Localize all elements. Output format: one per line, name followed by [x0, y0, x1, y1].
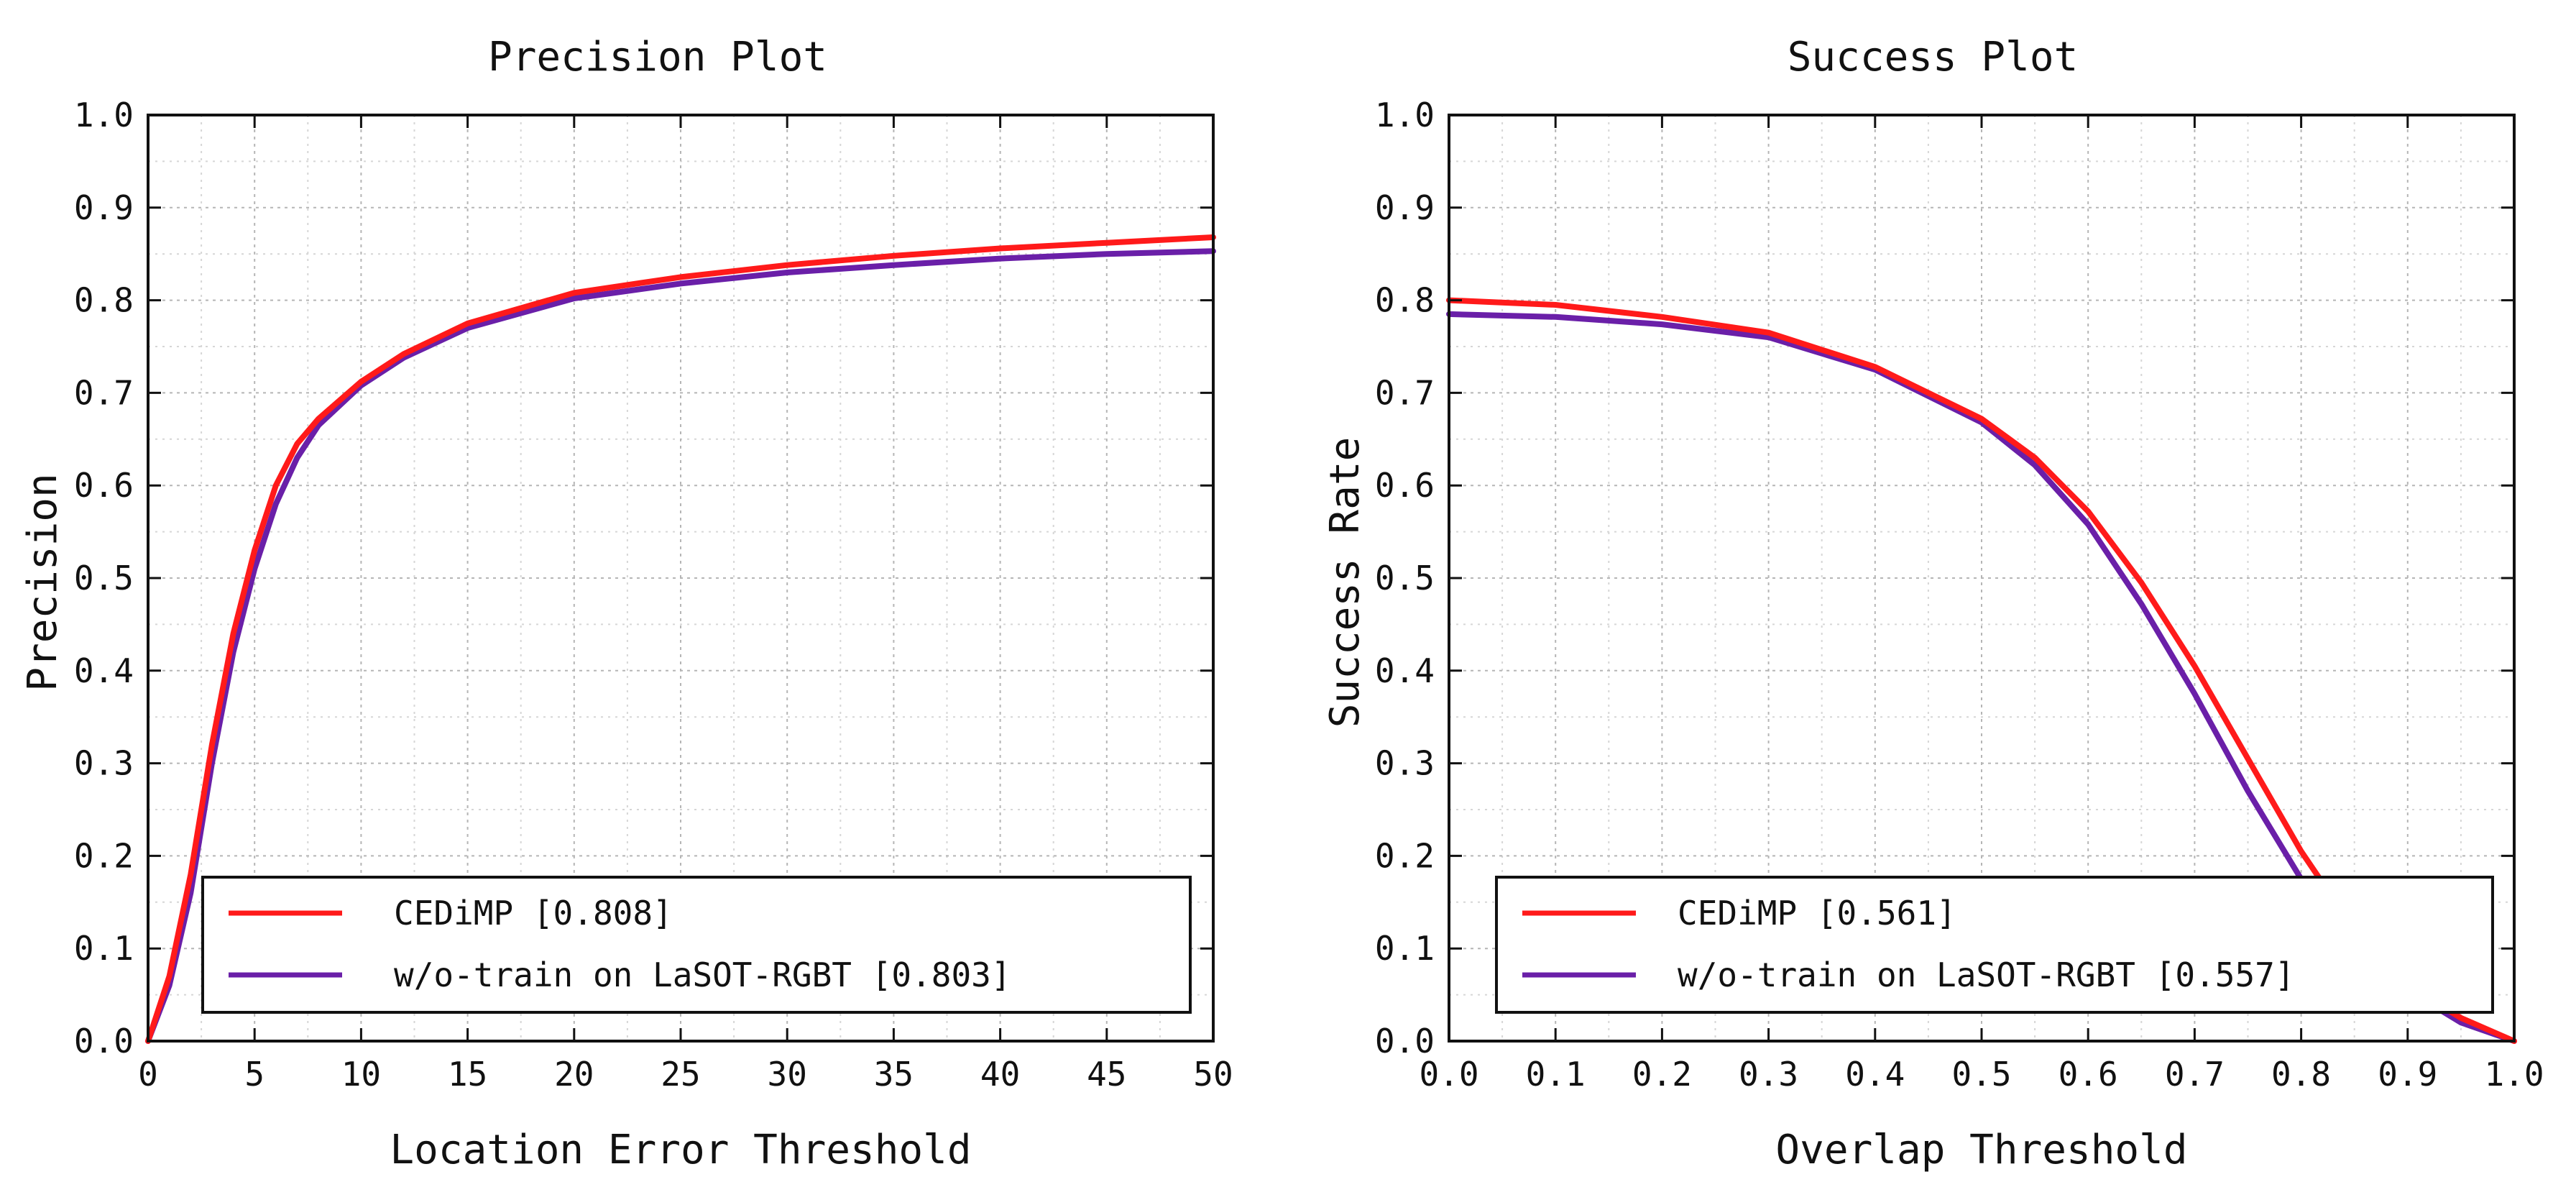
success-y-tick-label: 0.9 [1375, 188, 1435, 227]
precision-x-tick-label: 0 [138, 1055, 158, 1094]
success-plot-panel: Success Plot 0.0 0.1 0.2 0.3 0.4 0.5 0.6 0.7 0.8… [1322, 34, 2544, 1173]
precision-plot-title: Precision Plot [488, 34, 827, 81]
precision-x-tick-label: 50 [1193, 1055, 1233, 1094]
precision-x-tick-label: 40 [980, 1055, 1020, 1094]
success-legend-label-wo-train: w/o-train on LaSOT-RGBT [0.557] [1678, 956, 2295, 994]
success-y-tick-label: 0.6 [1375, 466, 1435, 505]
precision-x-tick-label: 5 [244, 1055, 264, 1094]
precision-y-tick-label: 0.5 [74, 559, 134, 597]
success-y-tick-label: 0.1 [1375, 929, 1435, 968]
success-y-tick-label: 1.0 [1375, 96, 1435, 134]
precision-x-tick-label: 35 [874, 1055, 914, 1094]
precision-x-tick-label: 15 [448, 1055, 487, 1094]
precision-x-tick-label: 30 [768, 1055, 807, 1094]
precision-y-tick-label: 0.9 [74, 188, 134, 227]
success-x-tick-label: 0.9 [2378, 1055, 2437, 1094]
success-x-tick-label: 0.0 [1419, 1055, 1478, 1094]
precision-legend-label-cedimp: CEDiMP [0.808] [394, 894, 673, 933]
success-y-tick-label: 0.2 [1375, 836, 1435, 875]
precision-y-tick-label: 0.7 [74, 373, 134, 412]
precision-x-tick-label: 20 [554, 1055, 594, 1094]
success-x-axis-label: Overlap Threshold [1775, 1127, 2187, 1173]
success-x-tick-label: 0.6 [2058, 1055, 2118, 1094]
precision-y-tick-label: 1.0 [74, 96, 134, 134]
precision-series-line-0 [145, 234, 1216, 1044]
precision-ticks: 0 5 10 15 20 25 30 35 40 45 50 0.0 0.1 0.2 0.3 0.4 0.5 0.… [74, 96, 1233, 1094]
precision-y-axis-label: Precision [19, 473, 66, 691]
precision-legend: CEDiMP [0.808] w/o-train on LaSOT-RGBT [… [201, 876, 1192, 1014]
precision-y-tick-label: 0.2 [74, 836, 134, 875]
precision-y-tick-label: 0.8 [74, 281, 134, 320]
success-x-tick-label: 0.7 [2165, 1055, 2225, 1094]
success-x-tick-label: 1.0 [2484, 1055, 2544, 1094]
success-ticks: 0.0 0.1 0.2 0.3 0.4 0.5 0.6 0.7 0.8 0.9 1.0 0.0 0.1 0… [1375, 96, 2544, 1094]
success-x-tick-label: 0.3 [1739, 1055, 1798, 1094]
success-y-tick-label: 0.4 [1375, 651, 1435, 690]
precision-legend-box [201, 876, 1192, 1014]
success-x-tick-label: 0.8 [2271, 1055, 2331, 1094]
precision-y-tick-label: 0.1 [74, 929, 134, 968]
precision-y-tick-label: 0.4 [74, 651, 134, 690]
success-legend-label-cedimp: CEDiMP [0.561] [1678, 894, 1956, 933]
success-x-tick-label: 0.1 [1526, 1055, 1586, 1094]
precision-y-tick-label: 0.0 [74, 1022, 134, 1060]
precision-y-tick-label: 0.6 [74, 466, 134, 505]
success-y-axis-label: Success Rate [1322, 437, 1368, 728]
success-y-tick-label: 0.7 [1375, 373, 1435, 412]
success-x-tick-label: 0.4 [1845, 1055, 1905, 1094]
precision-x-tick-label: 10 [341, 1055, 381, 1094]
precision-y-tick-label: 0.3 [74, 744, 134, 783]
success-y-tick-label: 0.8 [1375, 281, 1435, 320]
precision-x-axis-label: Location Error Threshold [390, 1127, 971, 1173]
success-x-tick-label: 0.2 [1632, 1055, 1692, 1094]
precision-x-tick-label: 25 [661, 1055, 700, 1094]
success-y-tick-label: 0.5 [1375, 559, 1435, 597]
precision-curves [145, 234, 1216, 1044]
precision-x-tick-label: 45 [1087, 1055, 1126, 1094]
success-x-tick-label: 0.5 [1951, 1055, 2011, 1094]
precision-plot-panel: Precision Plot 0 5 10 15 20 25 30 35 40 45 50 0.0 0.… [19, 34, 1233, 1173]
precision-legend-label-wo-train: w/o-train on LaSOT-RGBT [0.803] [394, 956, 1011, 994]
success-y-tick-label: 0.0 [1375, 1022, 1435, 1060]
success-legend-box [1495, 876, 2494, 1014]
success-plot-title: Success Plot [1788, 34, 2079, 81]
success-y-tick-label: 0.3 [1375, 744, 1435, 783]
success-legend: CEDiMP [0.561] w/o-train on LaSOT-RGBT [… [1495, 876, 2494, 1014]
